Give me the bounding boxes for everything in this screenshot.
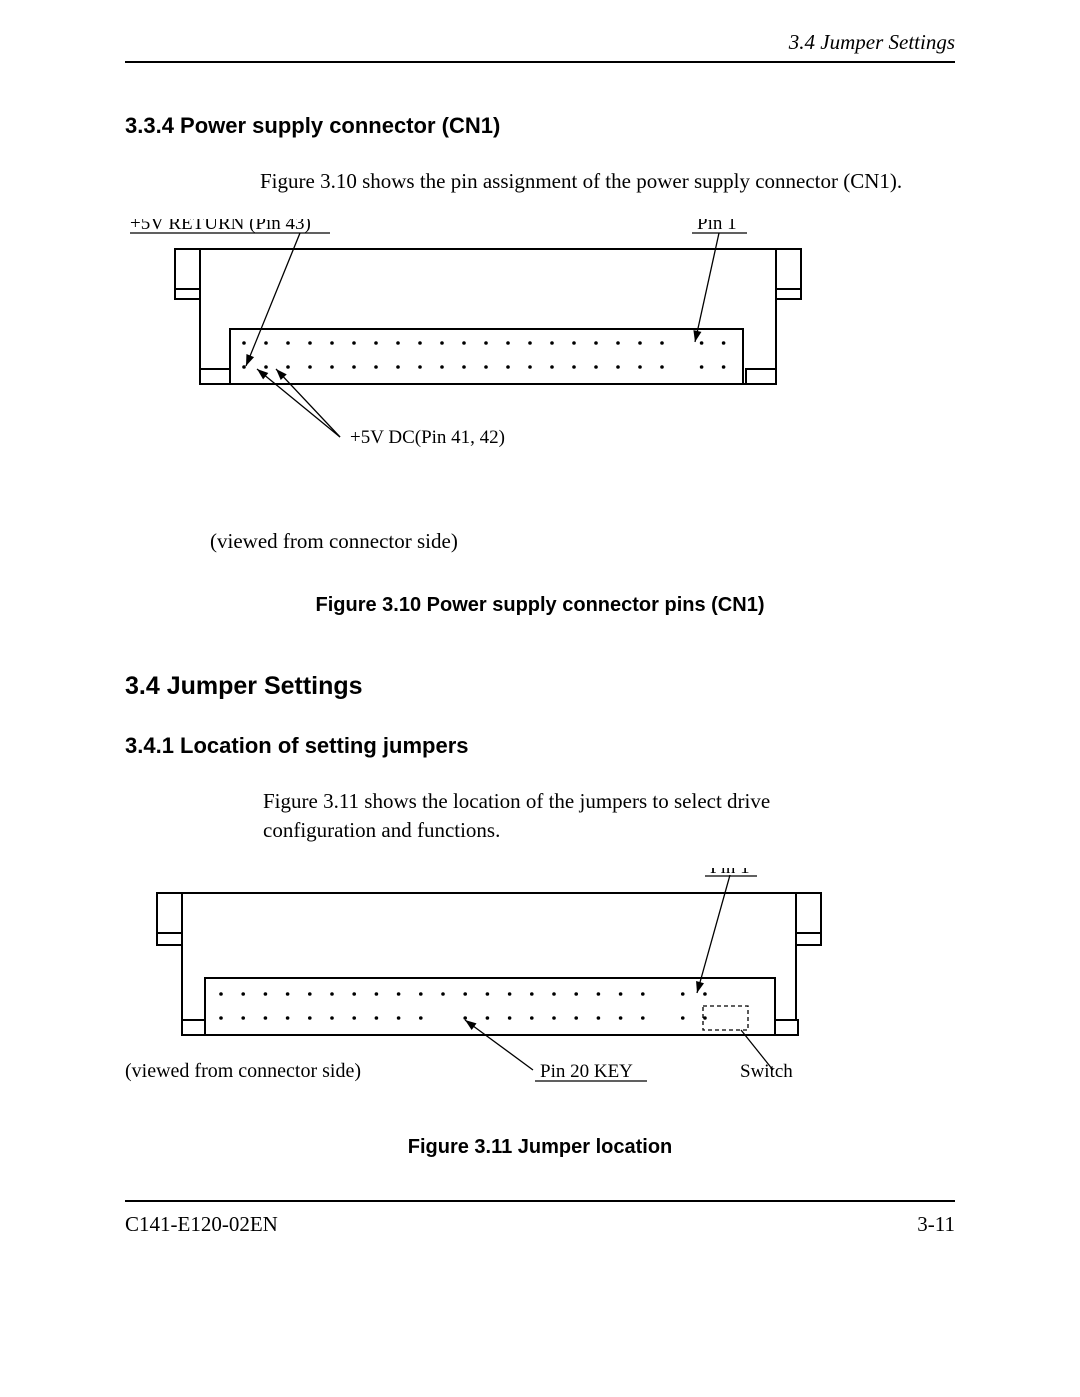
figure-3-10-caption: Figure 3.10 Power supply connector pins … [125, 594, 955, 617]
heading-3-4-1: 3.4.1 Location of setting jumpers [125, 733, 955, 759]
footer-pagenum: 3-11 [917, 1212, 955, 1237]
svg-text:(viewed from connector side): (viewed from connector side) [125, 1060, 361, 1082]
lead-3-3-4: Figure 3.10 shows the pin assignment of … [260, 167, 955, 195]
svg-text:+5V DC(Pin 41, 42): +5V DC(Pin 41, 42) [350, 427, 505, 448]
svg-text:Pin 20 KEY: Pin 20 KEY [540, 1061, 633, 1082]
figure-3-10: +5V RETURN (Pin 43) Pin 1 +5V DC(Pin 41, 4… [125, 219, 955, 499]
figure-3-10-note: (viewed from connector side) [210, 529, 955, 554]
svg-text:+5V RETURN (Pin 43): +5V RETURN (Pin 43) [130, 219, 311, 234]
svg-text:Switch: Switch [740, 1061, 793, 1082]
running-header: 3.4 Jumper Settings [125, 30, 955, 63]
heading-3-3-4: 3.3.4 Power supply connector (CN1) [125, 113, 955, 139]
lead-3-4-1: Figure 3.11 shows the location of the ju… [263, 787, 873, 844]
svg-text:Pin 1: Pin 1 [697, 219, 737, 234]
footer-docnum: C141-E120-02EN [125, 1212, 278, 1237]
figure-3-11-caption: Figure 3.11 Jumper location [125, 1136, 955, 1159]
heading-3-4: 3.4 Jumper Settings [125, 672, 955, 701]
figure-3-11: Pin 1Pin 20 KEYSwitch(viewed from connec… [125, 868, 955, 1108]
